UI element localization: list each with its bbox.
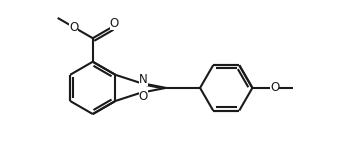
Text: O: O [110,17,119,30]
Text: O: O [69,21,78,34]
Text: N: N [139,73,148,86]
Text: O: O [139,90,148,103]
Text: O: O [270,81,279,94]
